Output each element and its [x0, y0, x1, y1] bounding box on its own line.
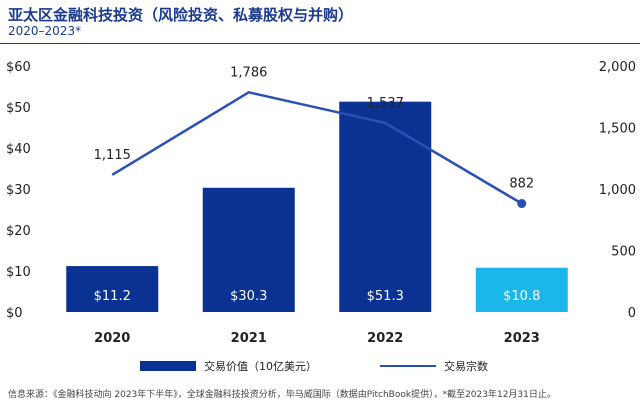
- legend-line-label: 交易宗数: [444, 358, 488, 374]
- left-axis-tick: $0: [6, 306, 23, 321]
- line-point: [517, 199, 526, 208]
- bar-value-label: $30.3: [230, 289, 267, 304]
- x-axis-tick: 2022: [367, 331, 403, 346]
- line-value-label: 882: [509, 177, 534, 192]
- source-footnote: 信息来源：《金融科技动向 2023年下半年》，全球金融科技投资分析，毕马威国际（…: [8, 387, 556, 400]
- bar-value-label: $11.2: [94, 289, 131, 304]
- legend-bar: 交易价值（10亿美元）: [140, 358, 317, 374]
- legend-line-swatch: [380, 365, 436, 367]
- legend-line: 交易宗数: [380, 358, 488, 374]
- line-value-label: 1,115: [94, 148, 131, 163]
- right-axis-tick: 500: [611, 245, 636, 260]
- right-axis-tick: 0: [628, 306, 636, 321]
- left-axis-tick: $20: [6, 224, 31, 239]
- right-axis-tick: 1,500: [599, 122, 636, 137]
- left-axis-tick: $10: [6, 265, 31, 280]
- bar-value-label: $10.8: [503, 289, 540, 304]
- x-axis-tick: 2023: [504, 331, 540, 346]
- left-axis-tick: $40: [6, 142, 31, 157]
- right-axis-tick: 1,000: [599, 183, 636, 198]
- left-axis-tick: $60: [6, 60, 31, 75]
- line-value-label: 1,786: [230, 65, 267, 80]
- line-value-label: 1,537: [367, 96, 404, 111]
- bar: [339, 102, 431, 312]
- legend-bar-swatch: [140, 361, 196, 371]
- left-axis-tick: $30: [6, 183, 31, 198]
- left-axis-tick: $50: [6, 101, 31, 116]
- x-axis-tick: 2020: [94, 331, 130, 346]
- x-axis-tick: 2021: [231, 331, 267, 346]
- legend-bar-label: 交易价值（10亿美元）: [204, 358, 317, 374]
- line-series: [112, 92, 522, 203]
- bar-value-label: $51.3: [367, 289, 404, 304]
- right-axis-tick: 2,000: [599, 60, 636, 75]
